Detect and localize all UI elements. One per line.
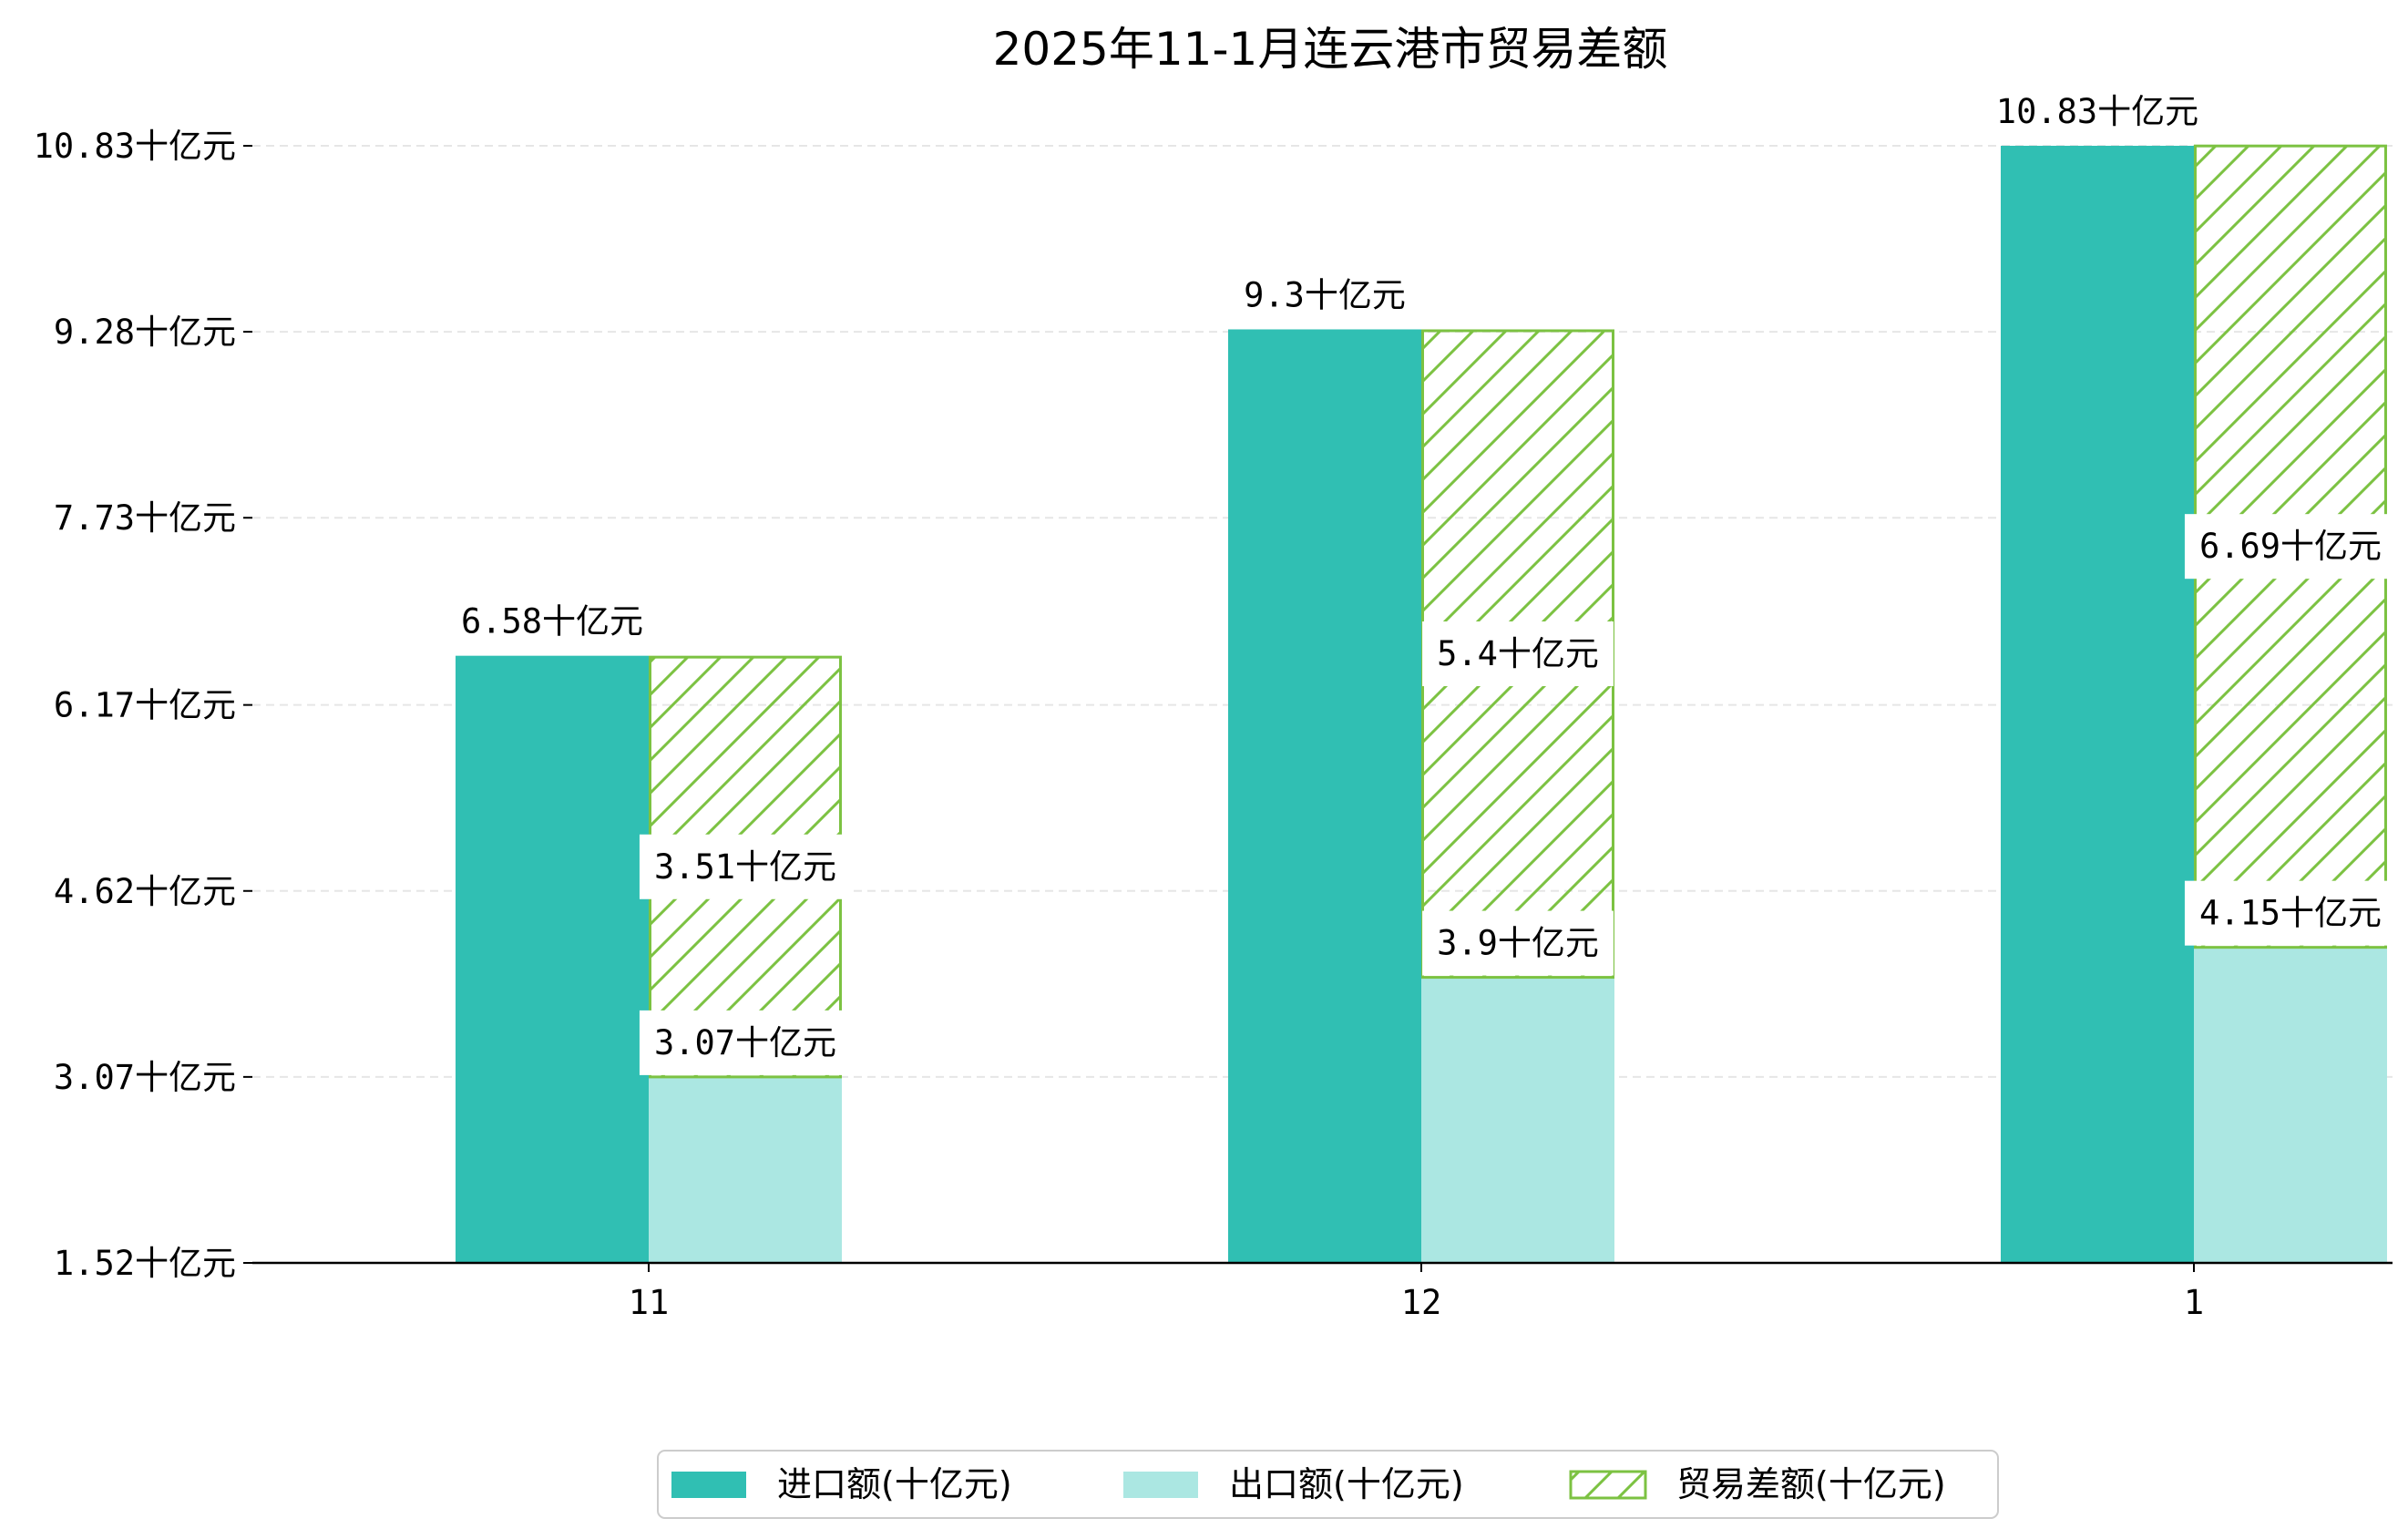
y-tick-label: 1.52十亿元 bbox=[54, 1244, 236, 1283]
data-label-group: 3.07十亿元 bbox=[639, 1010, 852, 1075]
y-tick-label: 10.83十亿元 bbox=[34, 127, 236, 166]
bar-import bbox=[1228, 329, 1421, 1264]
legend-swatch-export bbox=[1123, 1472, 1198, 1498]
data-label-group: 3.9十亿元 bbox=[1422, 910, 1614, 976]
data-label: 3.51十亿元 bbox=[654, 847, 836, 887]
data-label: 5.4十亿元 bbox=[1437, 634, 1599, 673]
data-label-background bbox=[639, 834, 852, 899]
y-tick-label: 3.07十亿元 bbox=[54, 1058, 236, 1097]
data-label: 6.69十亿元 bbox=[2199, 527, 2382, 566]
data-label: 10.83十亿元 bbox=[1996, 92, 2198, 131]
data-label-group: 6.69十亿元 bbox=[2184, 514, 2397, 580]
data-label-group: 6.58十亿元 bbox=[461, 602, 643, 641]
x-axis: 11 12 1 bbox=[252, 1261, 2393, 1322]
y-tick-label: 9.28十亿元 bbox=[54, 313, 236, 352]
legend-swatch-trade-balance bbox=[1569, 1470, 1647, 1500]
legend-label: 进口额(十亿元) bbox=[777, 1464, 1012, 1504]
data-label-background bbox=[639, 1010, 852, 1075]
data-label-background bbox=[2184, 514, 2397, 580]
y-tick-label: 6.17十亿元 bbox=[54, 686, 236, 725]
data-label-group: 4.15十亿元 bbox=[2184, 880, 2397, 946]
data-label-background bbox=[1422, 621, 1614, 687]
data-label-background bbox=[2184, 880, 2397, 946]
y-tick-label: 4.62十亿元 bbox=[54, 872, 236, 911]
x-tick-label: 12 bbox=[1401, 1283, 1442, 1322]
data-label: 9.3十亿元 bbox=[1244, 275, 1406, 314]
legend: 进口额(十亿元) 出口额(十亿元) 贸易差额(十亿元) bbox=[657, 1450, 1999, 1519]
x-tick-label: 11 bbox=[629, 1283, 670, 1322]
bar-import bbox=[456, 655, 649, 1263]
data-label: 3.9十亿元 bbox=[1437, 924, 1599, 963]
y-axis: 1.52十亿元 3.07十亿元 4.62十亿元 6.17十亿元 7.73十亿元 9.28十… bbox=[34, 127, 252, 1283]
bar-export bbox=[2194, 947, 2387, 1263]
data-label: 3.07十亿元 bbox=[654, 1023, 836, 1062]
data-label-group: 9.3十亿元 bbox=[1244, 275, 1406, 314]
data-label: 4.15十亿元 bbox=[2199, 894, 2382, 933]
legend-label: 出口额(十亿元) bbox=[1229, 1464, 1464, 1504]
data-label-group: 5.4十亿元 bbox=[1422, 621, 1614, 687]
legend-frame bbox=[657, 1450, 1999, 1519]
data-label: 6.58十亿元 bbox=[461, 602, 643, 641]
chart-title: 2025年11-1月连云港市贸易差额 bbox=[993, 23, 1668, 76]
x-tick-label: 1 bbox=[2184, 1283, 2204, 1322]
bars bbox=[456, 144, 2387, 1264]
legend-label: 贸易差额(十亿元) bbox=[1676, 1464, 1946, 1504]
bar-import bbox=[2001, 146, 2194, 1263]
data-label-group: 3.51十亿元 bbox=[639, 834, 852, 899]
y-tick-label: 7.73十亿元 bbox=[54, 498, 236, 538]
bar-export bbox=[1421, 977, 1614, 1263]
data-label-background bbox=[1422, 910, 1614, 976]
data-label-group: 10.83十亿元 bbox=[1996, 92, 2198, 131]
legend-swatch-import bbox=[671, 1472, 746, 1498]
bar-export bbox=[649, 1076, 842, 1263]
data-labels: 6.58十亿元 3.07十亿元 3.51十亿元 9.3十亿元 3.9十亿元 5.4十亿元 1… bbox=[461, 92, 2397, 1075]
